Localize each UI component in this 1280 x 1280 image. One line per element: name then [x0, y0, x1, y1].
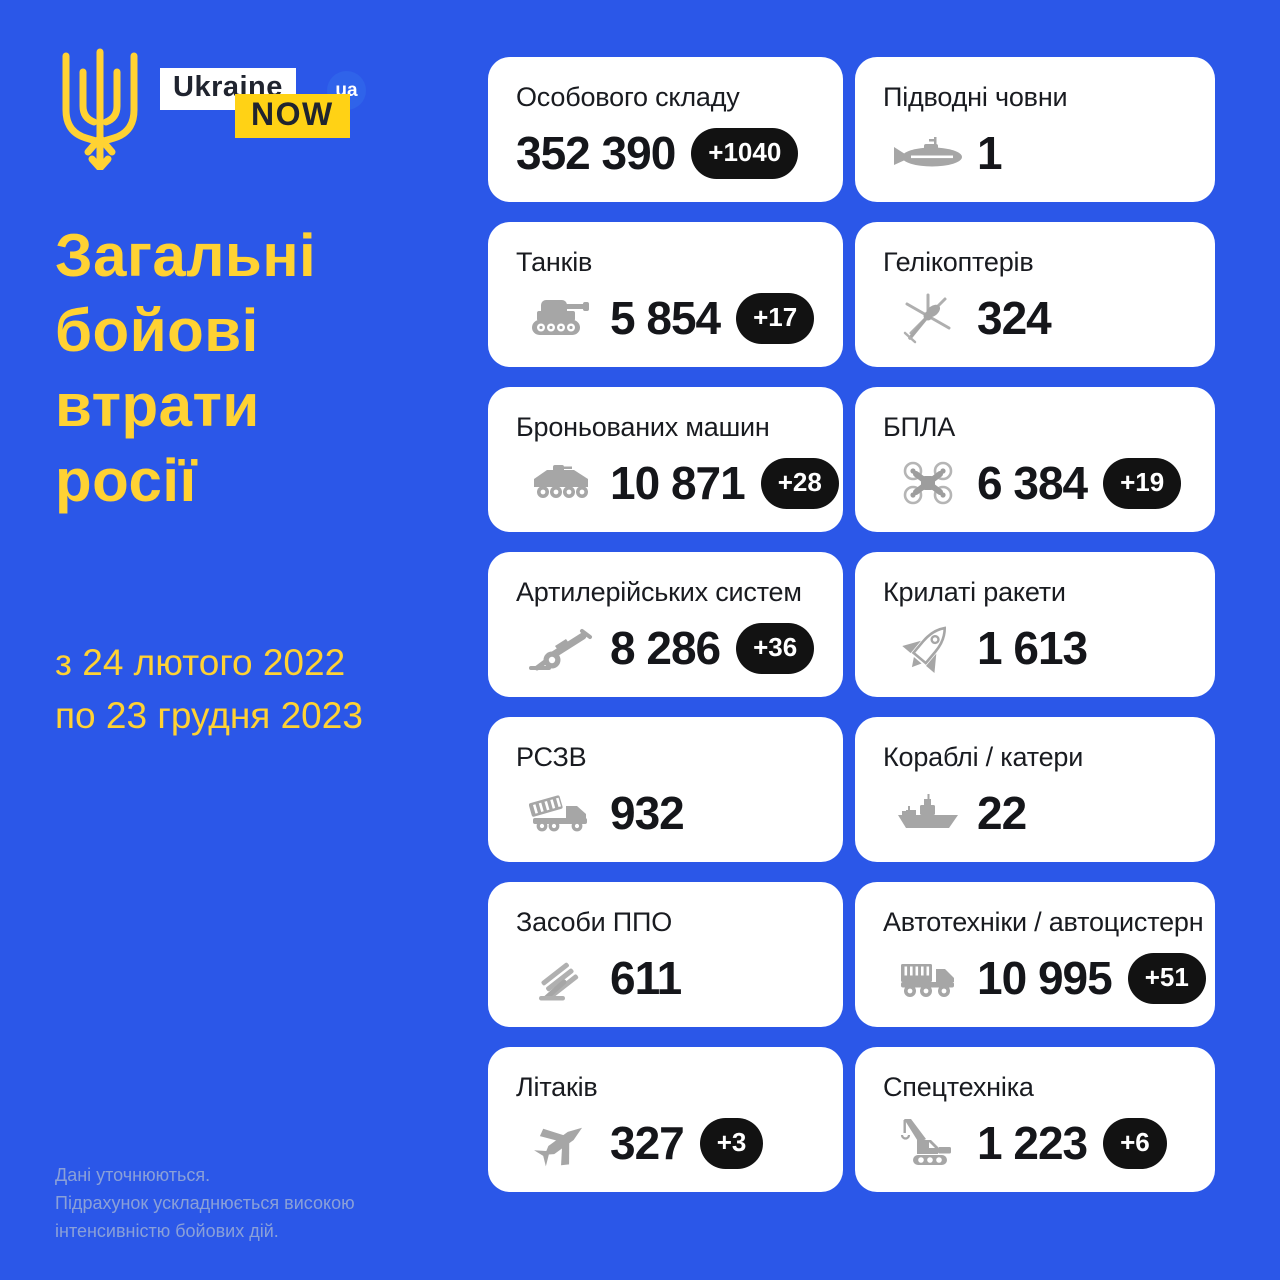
stat-value: 324 — [977, 292, 1052, 344]
brand-ukraine-label: Ukraine — [160, 68, 296, 110]
stat-delta-badge: +6 — [1103, 1117, 1167, 1169]
stat-card: Танків 5 854 +17 — [488, 222, 843, 367]
stat-label: Засоби ППО — [516, 907, 673, 937]
mlrs-icon — [526, 792, 596, 834]
stat-card: Засоби ППО 611 — [488, 882, 843, 1027]
stat-delta-badge: +17 — [736, 292, 815, 344]
stat-value: 6 384 — [977, 457, 1088, 509]
stat-value: 352 390 — [516, 127, 676, 179]
stat-card: Підводні човни 1 — [855, 57, 1215, 202]
stat-delta-badge: +28 — [760, 457, 839, 509]
stat-label: Танків — [516, 247, 593, 277]
stat-delta-badge: +51 — [1127, 952, 1206, 1004]
stat-label: Автотехніки / автоцистерн — [883, 907, 1204, 937]
stat-label: Артилерійських систем — [516, 577, 802, 607]
stat-value: 1 613 — [977, 622, 1088, 674]
stat-card: Автотехніки / автоцистерн 10 995 +51 — [855, 882, 1215, 1027]
ship-icon — [893, 794, 963, 832]
stat-label: Підводні човни — [883, 82, 1068, 112]
stat-value: 22 — [977, 787, 1027, 839]
stat-row: 932 — [516, 781, 821, 845]
stat-delta-badge: +19 — [1103, 457, 1182, 509]
tank-icon — [526, 297, 596, 339]
stat-card: Особового складу 352 390 +1040 — [488, 57, 843, 202]
stat-row: 611 — [516, 946, 821, 1010]
stat-card: Крилаті ракети 1 613 — [855, 552, 1215, 697]
stat-value: 1 223 — [977, 1117, 1088, 1169]
title-line: росії — [55, 447, 197, 514]
ukraine-now-logo: Ukraine ua NOW — [160, 64, 410, 148]
stat-row: 1 — [883, 121, 1193, 185]
stat-card: Броньованих машин 10 871 +28 — [488, 387, 843, 532]
stat-card: БПЛА 6 384 +19 — [855, 387, 1215, 532]
title-line: втрати — [55, 372, 260, 439]
helicopter-icon — [893, 292, 963, 344]
stat-card: Спецтехніка 1 223 +6 — [855, 1047, 1215, 1192]
truck-icon — [893, 956, 963, 1000]
stat-value: 10 871 — [610, 457, 746, 509]
stat-row: 352 390 +1040 — [516, 121, 821, 185]
stat-value: 5 854 — [610, 292, 721, 344]
stat-label: Особового складу — [516, 82, 740, 112]
stats-grid: Особового складу 352 390 +1040 Підводні … — [488, 57, 1215, 1192]
stat-label: Крилаті ракети — [883, 577, 1066, 607]
missile-icon — [893, 621, 963, 675]
stat-label: Літаків — [516, 1072, 598, 1102]
data-disclaimer: Дані уточнюються. Підрахунок ускладнюєть… — [55, 1161, 355, 1245]
period-line: з 24 лютого 2022 — [55, 642, 346, 683]
stat-label: РСЗВ — [516, 742, 587, 772]
stat-row: 1 613 — [883, 616, 1193, 680]
stat-label: Гелікоптерів — [883, 247, 1034, 277]
stat-card: Гелікоптерів 324 — [855, 222, 1215, 367]
stat-label: Спецтехніка — [883, 1072, 1034, 1102]
disclaimer-line: Підрахунок ускладнюється високою — [55, 1193, 355, 1213]
title-line: Загальні — [55, 222, 317, 289]
stat-label: Кораблі / катери — [883, 742, 1084, 772]
fighter-jet-icon — [526, 1117, 596, 1169]
stat-value: 932 — [610, 787, 685, 839]
apc-icon — [526, 463, 596, 503]
stat-row: 327 +3 — [516, 1111, 821, 1175]
stat-delta-badge: +36 — [736, 622, 815, 674]
stat-value: 8 286 — [610, 622, 721, 674]
period-range: з 24 лютого 2022 по 23 грудня 2023 — [55, 636, 363, 742]
stat-row: 8 286 +36 — [516, 616, 821, 680]
stat-label: Броньованих машин — [516, 412, 770, 442]
title-line: бойові — [55, 297, 259, 364]
stat-label: БПЛА — [883, 412, 956, 442]
air-defense-icon — [526, 953, 596, 1003]
page-title: Загальні бойові втрати росії — [55, 218, 316, 518]
stat-card: РСЗВ 932 — [488, 717, 843, 862]
stat-row: 10 871 +28 — [516, 451, 839, 515]
stat-card: Кораблі / катери 22 — [855, 717, 1215, 862]
disclaimer-line: Дані уточнюються. — [55, 1165, 211, 1185]
stat-value: 327 — [610, 1117, 685, 1169]
stat-row: 22 — [883, 781, 1193, 845]
submarine-icon — [893, 136, 963, 170]
artillery-icon — [526, 624, 596, 672]
stat-card: Артилерійських систем 8 286 +36 — [488, 552, 843, 697]
stat-row: 5 854 +17 — [516, 286, 821, 350]
stat-row: 6 384 +19 — [883, 451, 1193, 515]
ukraine-trident-icon — [52, 48, 148, 175]
brand-now-label: NOW — [235, 94, 350, 138]
period-line: по 23 грудня 2023 — [55, 695, 363, 736]
stat-value: 10 995 — [977, 952, 1113, 1004]
stat-card: Літаків 327 +3 — [488, 1047, 843, 1192]
disclaimer-line: інтенсивністю бойових дій. — [55, 1221, 279, 1241]
stat-value: 1 — [977, 127, 1003, 179]
stat-delta-badge: +1040 — [691, 127, 799, 179]
crane-icon — [893, 1118, 963, 1168]
stat-row: 10 995 +51 — [883, 946, 1206, 1010]
stat-row: 324 — [883, 286, 1193, 350]
stat-delta-badge: +3 — [699, 1117, 764, 1169]
drone-icon — [893, 459, 963, 507]
stat-row: 1 223 +6 — [883, 1111, 1193, 1175]
stat-value: 611 — [610, 952, 682, 1004]
